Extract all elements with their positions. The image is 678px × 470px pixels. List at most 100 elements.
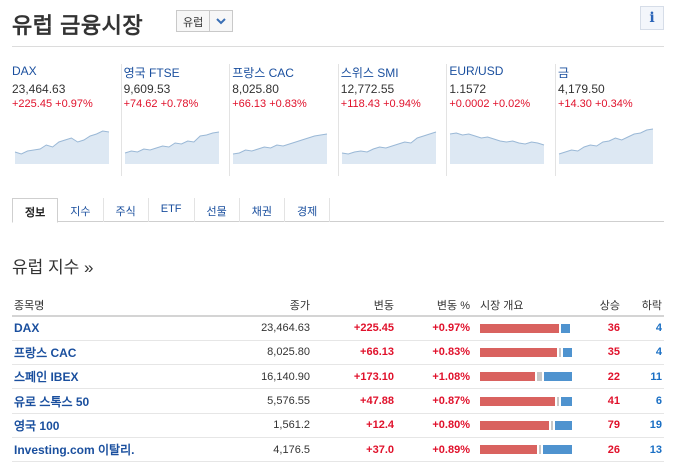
advancers-count: 79 <box>576 413 622 438</box>
index-change: +173.10 <box>312 364 396 390</box>
table-row: 영국 100 1,561.2 +12.4 +0.80% 79 19 <box>12 413 664 438</box>
index-name-link[interactable]: Investing.com 이탈리. <box>12 437 162 463</box>
tile-change-value: +118.43 <box>340 98 381 110</box>
tile-price: 8,025.80 <box>232 82 279 96</box>
index-change-pct: +0.80% <box>396 413 472 438</box>
tile-change: +66.13 +0.83% <box>232 98 338 112</box>
tile-change-pct: +0.34% <box>594 98 633 110</box>
tile-name[interactable]: 영국 FTSE <box>123 66 180 80</box>
breadth-up-segment <box>480 445 538 455</box>
breadth-up-segment <box>480 420 550 430</box>
breadth-flat-segment <box>557 396 560 406</box>
sparkline-area <box>558 129 653 164</box>
sparkline-line <box>233 133 328 155</box>
col-header-adv[interactable]: 상승 <box>576 294 622 317</box>
tab-info[interactable]: 정보 <box>12 198 59 223</box>
breadth-flat-segment <box>559 347 562 357</box>
sparkline-area <box>233 134 328 164</box>
tile-price: 23,464.63 <box>12 82 66 96</box>
index-price: 4,176.5 <box>162 437 312 463</box>
index-name-link[interactable]: 유로 스톡스 50 <box>12 388 162 414</box>
index-change-pct: +0.89% <box>396 437 472 463</box>
region-select-value: 유럽 <box>177 11 211 31</box>
breadth-up-segment <box>480 372 536 382</box>
index-price: 16,140.90 <box>162 364 312 390</box>
tile-sparkline <box>233 133 328 164</box>
index-name-link[interactable]: DAX <box>12 316 162 341</box>
market-tile[interactable]: 스위스 SMI 12,772.55 +118.43 +0.94% <box>337 64 447 176</box>
sparkline-line <box>124 131 219 154</box>
page-header: 유럽 금융시장 유럽 i <box>12 6 664 46</box>
breadth-down-segment <box>555 420 572 430</box>
tile-name[interactable]: 스위스 SMI <box>340 66 399 80</box>
table-row: DAX 23,464.63 +225.45 +0.97% 36 4 <box>12 316 664 341</box>
col-header-breadth: 시장 개요 <box>472 294 576 317</box>
breadth-down-segment <box>561 323 570 333</box>
page-title: 유럽 금융시장 <box>12 13 144 38</box>
breadth-bar <box>480 347 572 357</box>
tab-stocks[interactable]: 주식 <box>104 198 149 222</box>
tile-change: +14.30 +0.34% <box>558 98 664 112</box>
tile-name[interactable]: DAX <box>12 64 37 78</box>
breadth-down-segment <box>561 396 572 406</box>
tab-economy[interactable]: 경제 <box>285 198 331 222</box>
tab-indices[interactable]: 지수 <box>58 198 104 222</box>
tile-name[interactable]: 프랑스 CAC <box>232 66 294 80</box>
market-tile[interactable]: DAX 23,464.63 +225.45 +0.97% <box>12 64 121 176</box>
advancers-count: 36 <box>576 316 622 341</box>
breadth-down-segment <box>543 445 572 455</box>
breadth-cell <box>472 437 576 463</box>
decliners-count: 6 <box>622 388 664 414</box>
tab-bonds[interactable]: 채권 <box>240 198 286 222</box>
breadth-down-segment <box>563 347 572 357</box>
tile-name[interactable]: 금 <box>557 66 570 80</box>
col-header-change-pct[interactable]: 변동 % <box>396 294 472 317</box>
breadth-up-segment <box>480 347 557 357</box>
breadth-cell <box>472 316 576 341</box>
col-header-change[interactable]: 변동 <box>312 294 396 317</box>
table-row: 유로 스톡스 50 5,576.55 +47.88 +0.87% 41 6 <box>12 388 664 414</box>
col-header-name[interactable]: 종목명 <box>12 294 162 317</box>
breadth-flat-segment <box>551 420 554 430</box>
tab-etf[interactable]: ETF <box>149 198 195 222</box>
index-change: +47.88 <box>312 388 396 414</box>
tile-sparkline <box>124 131 219 164</box>
market-tile[interactable]: EUR/USD 1.1572 +0.0002 +0.02% <box>446 64 555 176</box>
tile-sparkline <box>14 130 110 164</box>
index-name-link[interactable]: 프랑스 CAC <box>12 340 162 366</box>
tile-name[interactable]: EUR/USD <box>449 64 504 78</box>
index-name-link[interactable]: 스페인 IBEX <box>12 364 162 390</box>
tile-change-pct: +0.97% <box>55 98 93 110</box>
header-divider <box>12 46 664 47</box>
index-change: +37.0 <box>312 437 396 463</box>
tile-price: 9,609.53 <box>123 82 171 96</box>
table-row: 스페인 IBEX 16,140.90 +173.10 +1.08% 22 11 <box>12 364 664 390</box>
breadth-flat-segment <box>537 372 543 382</box>
col-header-dec[interactable]: 하락 <box>622 294 664 317</box>
col-header-price[interactable]: 종가 <box>162 294 312 317</box>
tile-change-pct: +0.78% <box>160 98 199 110</box>
index-price: 23,464.63 <box>162 316 312 341</box>
tile-change-value: +74.62 <box>123 98 158 110</box>
market-tile[interactable]: 프랑스 CAC 8,025.80 +66.13 +0.83% <box>229 64 338 176</box>
section-tabs: 정보 지수 주식 ETF 선물 채권 경제 <box>12 198 664 223</box>
section-title[interactable]: 유럽 지수 » <box>12 258 94 277</box>
market-tile[interactable]: 영국 FTSE 9,609.53 +74.62 +0.78% <box>120 64 230 176</box>
advancers-count: 22 <box>576 364 622 390</box>
sparkline-area <box>341 132 436 164</box>
chevron-down-icon <box>210 11 232 31</box>
market-tiles: DAX 23,464.63 +225.45 +0.97% 영국 FTSE 9,6… <box>12 64 664 176</box>
market-tile[interactable]: 금 4,179.50 +14.30 +0.34% <box>554 64 664 176</box>
tile-change-value: +225.45 <box>12 98 53 110</box>
tab-futures[interactable]: 선물 <box>195 198 240 222</box>
index-change-pct: +1.08% <box>396 364 472 390</box>
index-name-link[interactable]: 영국 100 <box>12 413 162 438</box>
breadth-flat-segment <box>539 445 542 455</box>
breadth-bar <box>480 396 572 406</box>
region-select[interactable]: 유럽 <box>176 10 234 32</box>
index-change: +12.4 <box>312 413 396 438</box>
info-icon[interactable]: i <box>640 6 664 30</box>
table-row: 프랑스 CAC 8,025.80 +66.13 +0.83% 35 4 <box>12 340 664 366</box>
breadth-down-segment <box>544 372 572 382</box>
tile-sparkline <box>558 128 654 164</box>
